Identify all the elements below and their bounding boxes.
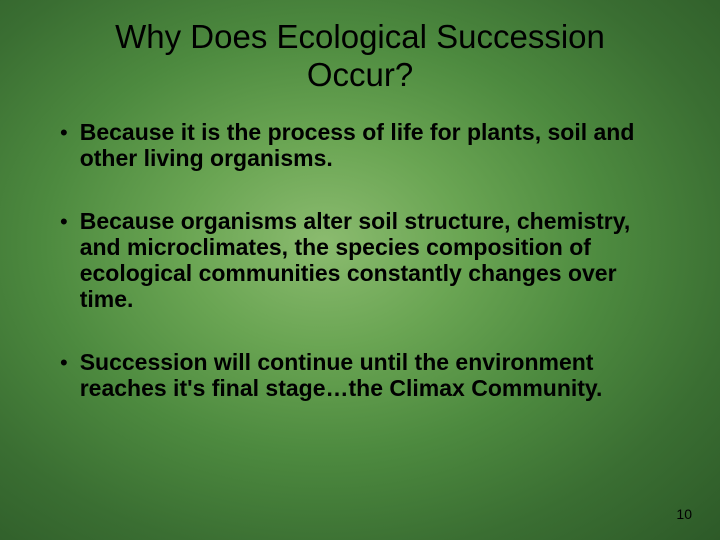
bullet-text: Succession will continue until the envir… xyxy=(80,350,670,402)
bullet-icon: • xyxy=(60,209,68,235)
bullet-icon: • xyxy=(60,350,68,376)
page-number: 10 xyxy=(676,506,692,522)
list-item: • Because organisms alter soil structure… xyxy=(60,209,670,312)
slide-container: Why Does Ecological Succession Occur? • … xyxy=(0,0,720,540)
slide-title: Why Does Ecological Succession Occur? xyxy=(40,18,680,94)
list-item: • Succession will continue until the env… xyxy=(60,350,670,402)
bullet-icon: • xyxy=(60,120,68,146)
list-item: • Because it is the process of life for … xyxy=(60,120,670,172)
bullet-list: • Because it is the process of life for … xyxy=(40,120,680,402)
bullet-text: Because organisms alter soil structure, … xyxy=(80,209,670,312)
bullet-text: Because it is the process of life for pl… xyxy=(80,120,670,172)
